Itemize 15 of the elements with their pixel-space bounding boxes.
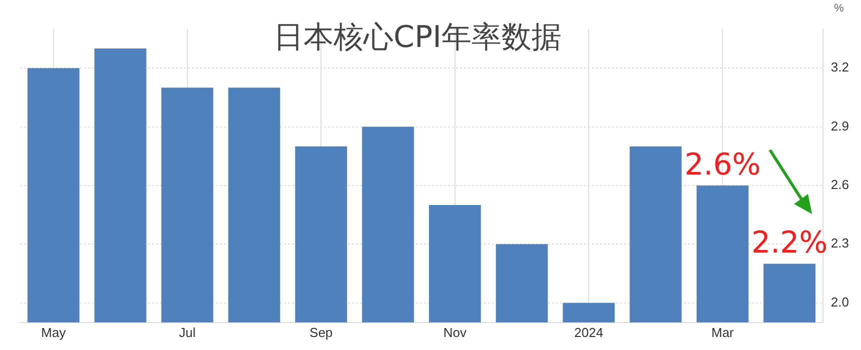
x-tick-label: Sep	[310, 324, 333, 340]
x-tick-label: May	[41, 324, 66, 340]
y-tick-label: 2.9	[830, 118, 850, 134]
data-label: 2.6%	[684, 147, 761, 182]
y-tick-label: 2.3	[830, 236, 850, 251]
y-tick-label: 2.6	[830, 177, 850, 192]
x-tick-label: 2024	[574, 324, 604, 340]
x-tick-label: Nov	[443, 324, 467, 340]
y-tick-label: 3.2	[830, 60, 850, 75]
data-label: 2.2%	[751, 226, 828, 261]
y-axis-title: %	[834, 2, 844, 15]
x-tick-label: Jul	[178, 324, 196, 340]
y-tick-label: 2.0	[830, 294, 850, 310]
chart-title: 日本核心CPI年率数据	[274, 20, 562, 55]
x-tick-label: Mar	[711, 324, 734, 340]
